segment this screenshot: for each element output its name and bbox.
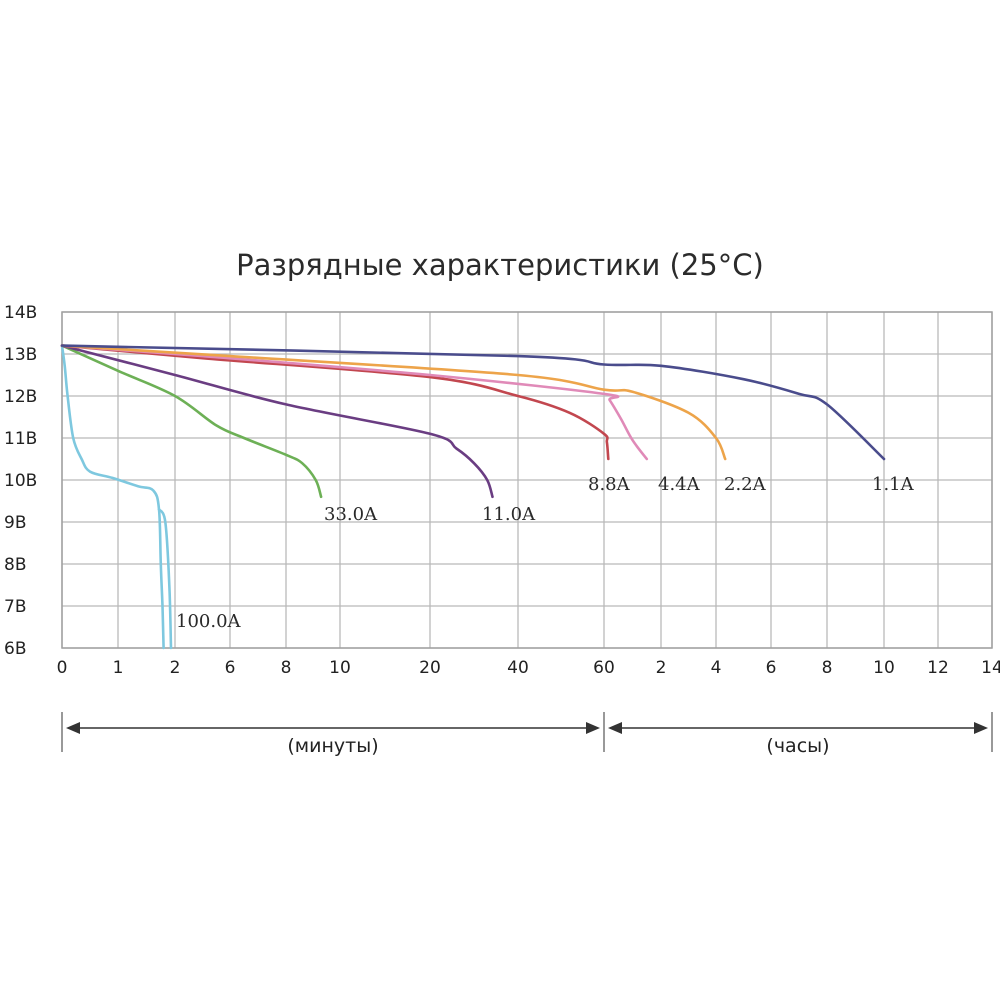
series-line-100.0A xyxy=(60,344,165,650)
x-tick-label: 40 xyxy=(507,658,529,678)
x-tick-label: 6 xyxy=(766,658,777,678)
x-tick-label: 4 xyxy=(711,658,722,678)
x-tick-label: 12 xyxy=(927,658,949,678)
series-line-4.4A xyxy=(60,344,649,461)
chart-title: Разрядные характеристики (25°C) xyxy=(236,248,764,282)
hours-unit-label: (часы) xyxy=(766,735,829,757)
series-line-2.2A xyxy=(60,344,727,461)
y-tick-label: 8В xyxy=(4,555,26,575)
series-label-11.0A: 11.0A xyxy=(482,504,536,525)
series-label-33.0A: 33.0A xyxy=(324,504,378,525)
x-tick-label: 2 xyxy=(170,658,181,678)
x-tick-label: 8 xyxy=(822,658,833,678)
series-labels: 100.0A 33.0A 11.0A 8.8A 4.4A 2.2A 1.1A xyxy=(176,474,915,632)
x-tick-label: 14 xyxy=(981,658,1000,678)
y-tick-label: 6В xyxy=(4,639,26,659)
series-line-33.0A xyxy=(60,344,323,499)
hours-range-arrow xyxy=(608,722,988,734)
minutes-range-arrow xyxy=(66,722,600,734)
series-label-2.2A: 2.2A xyxy=(724,474,767,495)
grid xyxy=(61,311,993,649)
y-tick-label: 7В xyxy=(4,597,26,617)
y-tick-label: 10В xyxy=(4,471,37,491)
y-tick-label: 12В xyxy=(4,387,37,407)
series-label-8.8A: 8.8A xyxy=(588,474,631,495)
series-line-100.0A-branch xyxy=(157,508,173,650)
x-tick-label: 2 xyxy=(656,658,667,678)
x-tick-label: 8 xyxy=(281,658,292,678)
unit-arrows: (минуты) (часы) xyxy=(61,712,993,757)
series-label-4.4A: 4.4A xyxy=(658,474,701,495)
y-tick-label: 9В xyxy=(4,513,26,533)
x-tick-label: 20 xyxy=(419,658,441,678)
x-tick-label: 0 xyxy=(57,658,68,678)
y-tick-label: 11В xyxy=(4,429,37,449)
series-lines xyxy=(60,344,886,650)
x-tick-label: 10 xyxy=(873,658,895,678)
plot-frame xyxy=(61,311,993,649)
series-line-11.0A xyxy=(60,344,494,499)
series-label-100.0A: 100.0A xyxy=(176,611,242,632)
x-tick-label: 10 xyxy=(329,658,351,678)
x-tick-label: 60 xyxy=(593,658,615,678)
y-tick-label: 14В xyxy=(4,303,37,323)
minutes-unit-label: (минуты) xyxy=(287,735,378,757)
y-tick-label: 13В xyxy=(4,345,37,365)
series-label-1.1A: 1.1A xyxy=(872,474,915,495)
series-line-1.1A xyxy=(60,344,886,461)
x-tick-label: 6 xyxy=(225,658,236,678)
x-tick-label: 1 xyxy=(113,658,124,678)
series-line-8.8A xyxy=(60,344,610,461)
